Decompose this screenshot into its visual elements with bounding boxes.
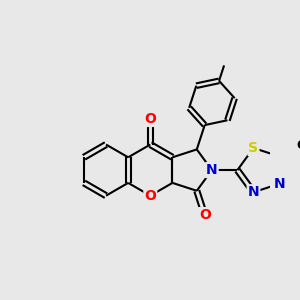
Text: O: O [144,189,156,203]
Text: N: N [206,163,218,177]
Text: O: O [199,208,211,222]
Text: S: S [248,141,259,155]
Text: N: N [248,185,259,199]
Text: O: O [144,112,156,126]
Text: CH₃: CH₃ [296,139,300,152]
Text: N: N [274,177,285,191]
